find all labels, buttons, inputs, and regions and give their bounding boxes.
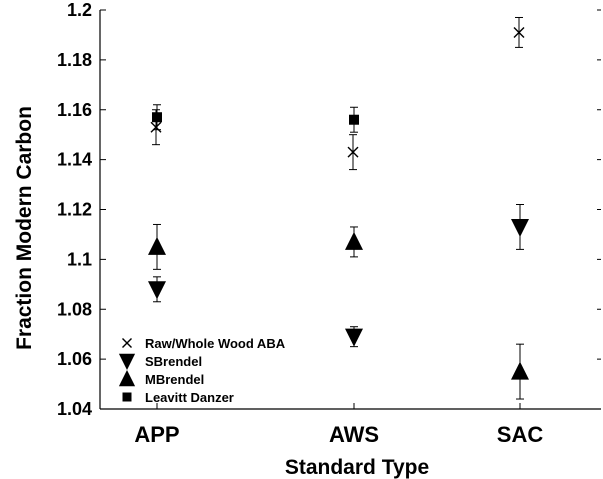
legend-symbol xyxy=(118,370,136,387)
data-point xyxy=(345,231,363,250)
x-axis-title: Standard Type xyxy=(285,456,429,479)
y-tick-label: 1.18 xyxy=(57,50,92,70)
x-tick-label: SAC xyxy=(497,422,544,447)
marker-stroke xyxy=(122,338,132,348)
x-tick-label: AWS xyxy=(329,422,379,447)
y-tick-label: 1.12 xyxy=(57,200,92,220)
series-sbrendel xyxy=(148,204,529,348)
data-point xyxy=(347,146,359,158)
legend: Raw/Whole Wood ABA SBrendel MBrendel Leavit… xyxy=(118,336,286,405)
y-axis-ticks: 1.04 1.06 1.08 1.1 1.12 1.14 1.16 1.18 1.2 xyxy=(57,0,601,419)
legend-label: Leavitt Danzer xyxy=(145,390,234,405)
data-point xyxy=(513,26,525,38)
y-tick-label: 1.04 xyxy=(57,399,92,419)
data-point xyxy=(150,121,162,133)
data-point xyxy=(152,112,162,123)
legend-symbol xyxy=(118,353,136,370)
data-point xyxy=(511,218,529,237)
x-axis-categories: APP AWS SAC xyxy=(134,403,543,447)
data-point xyxy=(148,281,166,300)
marker-stroke xyxy=(347,146,359,158)
series-leavitt-danzer xyxy=(152,104,359,133)
series-mbrendel xyxy=(148,223,529,400)
series-raw-whole-wood-aba xyxy=(150,16,525,171)
y-tick-label: 1.2 xyxy=(67,0,92,20)
y-tick-label: 1.16 xyxy=(57,100,92,120)
y-axis-title: Fraction Modern Carbon xyxy=(13,106,36,350)
marker-stroke xyxy=(513,26,525,38)
x-tick-label: APP xyxy=(134,422,179,447)
data-point xyxy=(349,114,359,125)
y-tick-label: 1.14 xyxy=(57,150,92,170)
data-point xyxy=(148,236,166,255)
y-tick-label: 1.06 xyxy=(57,349,92,369)
legend-label: Raw/Whole Wood ABA xyxy=(145,336,286,351)
legend-label: SBrendel xyxy=(145,354,202,369)
legend-symbol xyxy=(122,338,132,348)
marker-stroke xyxy=(150,121,162,133)
data-point xyxy=(511,361,529,380)
legend-label: MBrendel xyxy=(145,372,204,387)
data-marks xyxy=(148,16,529,400)
legend-symbol xyxy=(122,392,132,402)
data-point xyxy=(345,328,363,347)
y-tick-label: 1.08 xyxy=(57,299,92,319)
y-tick-label: 1.1 xyxy=(67,249,92,269)
